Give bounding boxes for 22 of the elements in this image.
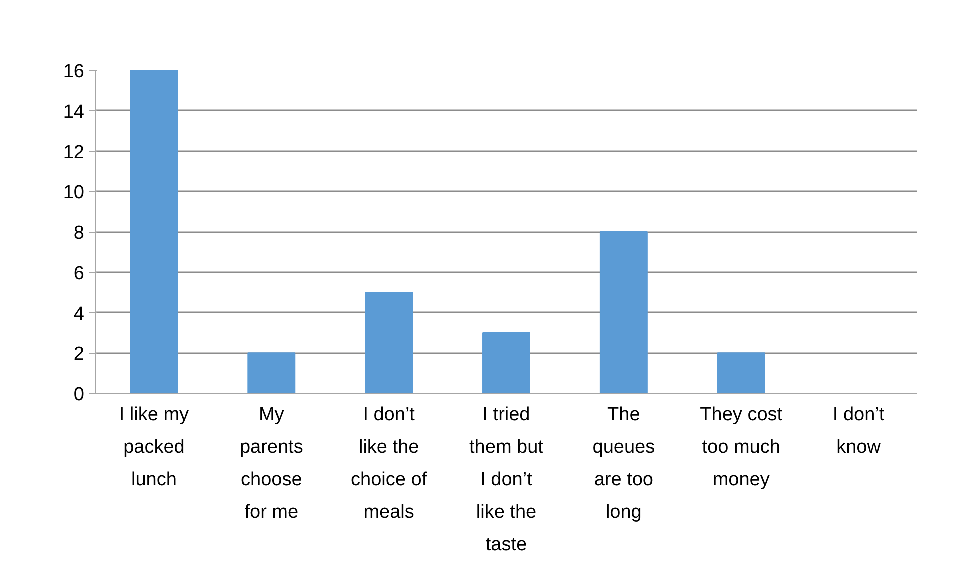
bar <box>600 232 648 394</box>
y-tick-label: 16 <box>63 62 85 82</box>
y-tick-label: 14 <box>63 102 85 123</box>
x-tick-label: They cost too much money <box>700 404 784 491</box>
x-tick-label: I tried them but I don’t like the taste <box>470 404 544 556</box>
bar <box>482 332 530 394</box>
y-tick-label: 6 <box>74 263 85 284</box>
bar <box>130 70 178 394</box>
y-tick-label: 8 <box>74 223 85 244</box>
x-tick-label: I don’t know <box>832 404 886 458</box>
y-tick-label: 0 <box>74 384 85 406</box>
x-tick-label: I don’t like the choice of meals <box>351 404 428 524</box>
y-tick-label: 10 <box>63 182 85 204</box>
y-tick-label: 2 <box>74 344 85 366</box>
bar <box>248 352 296 394</box>
bar <box>365 292 414 394</box>
x-tick-label: The queues are too long <box>592 404 656 524</box>
y-tick-label: 12 <box>63 142 85 164</box>
bar <box>717 352 766 394</box>
y-tick-label: 4 <box>74 304 85 325</box>
x-tick-label: My parents choose for me <box>240 404 304 524</box>
x-tick-label: I like my packed lunch <box>119 404 190 491</box>
